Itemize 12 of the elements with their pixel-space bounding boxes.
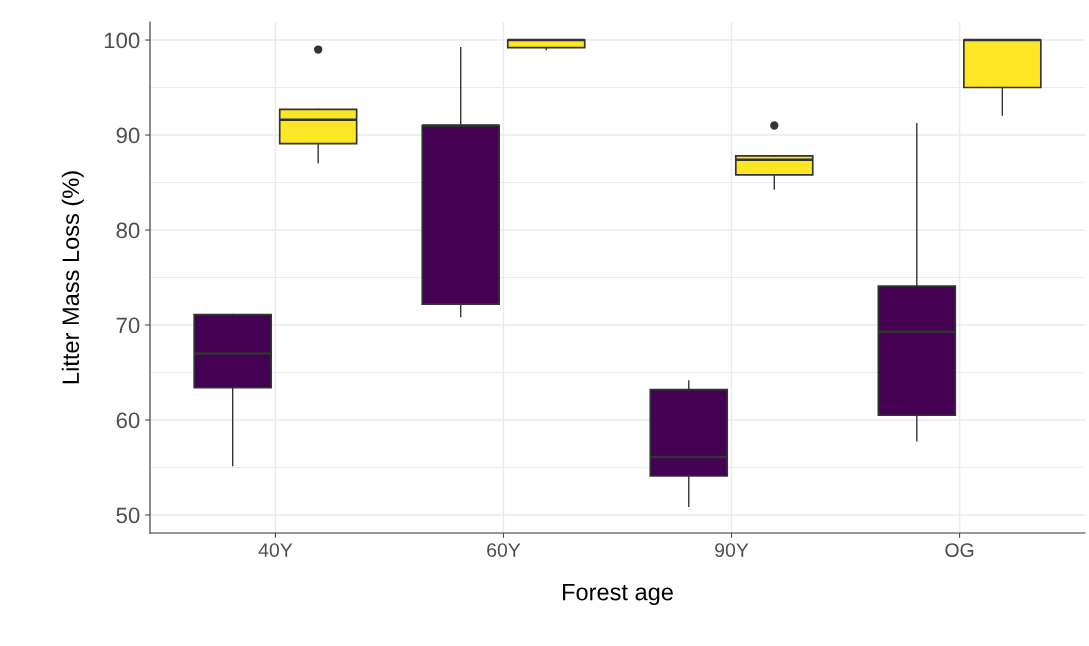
y-tick-label: 70: [116, 317, 140, 334]
x-axis-title: Forest age: [563, 583, 673, 606]
y-axis-title: Litter Mass Loss (%): [61, 171, 84, 384]
y-tick-label: 60: [116, 412, 140, 429]
x-tick-label: 60Y: [487, 543, 521, 557]
y-tick-label: 90: [116, 127, 140, 144]
y-tick-label: 80: [116, 222, 140, 239]
y-tick-label: 50: [116, 507, 140, 524]
x-tick-label: 90Y: [715, 543, 749, 557]
x-tick-label: 40Y: [258, 543, 293, 557]
y-tick-label: 100: [104, 32, 140, 49]
x-tick-label: OG: [945, 543, 974, 557]
